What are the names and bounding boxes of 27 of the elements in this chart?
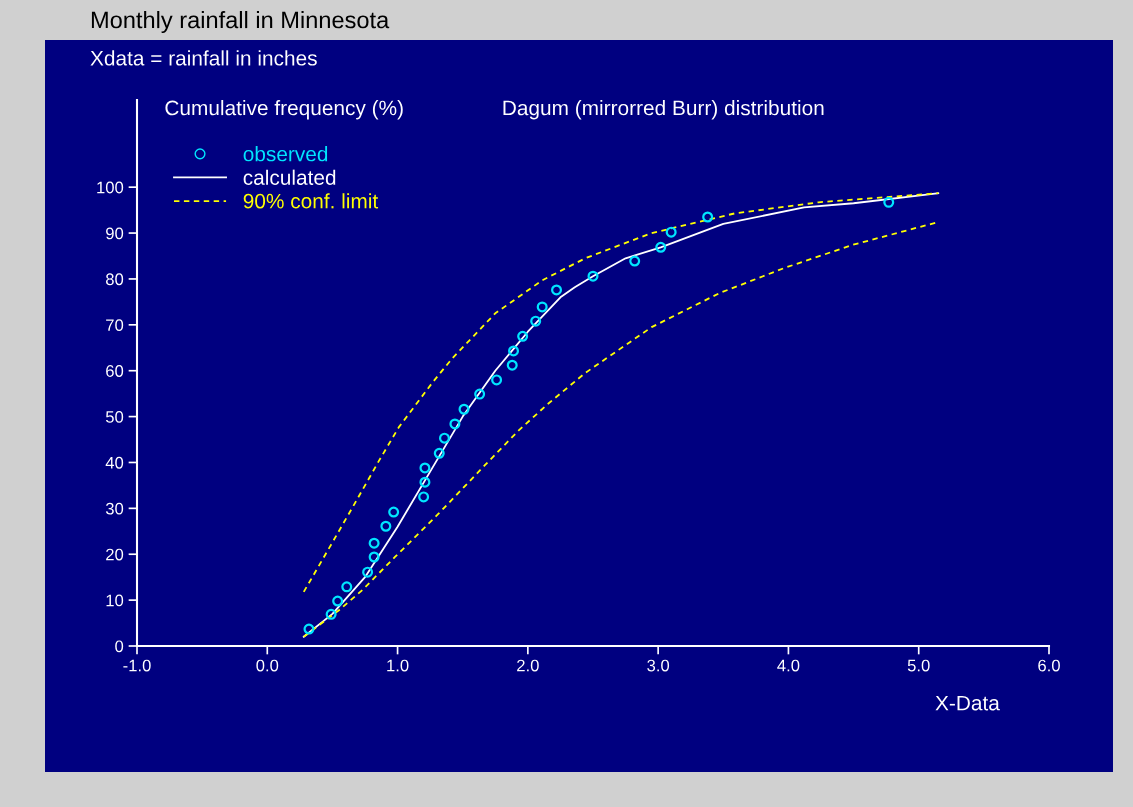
- y-tick-label: 0: [115, 640, 124, 653]
- chart-title: Monthly rainfall in Minnesota: [91, 11, 390, 34]
- y-tick-label: 90: [106, 227, 124, 240]
- y-tick-label: 50: [105, 410, 124, 423]
- x-tick-label: 2.0: [517, 659, 539, 672]
- y-tick-label: 70: [106, 319, 124, 332]
- x-tick-label: 3.0: [647, 659, 670, 672]
- y-tick-label: 60: [106, 365, 124, 377]
- annotation: Dagum (mirrorred Burr) distribution: [503, 100, 824, 120]
- chart-subtitle: Xdata = rainfall in inches: [90, 50, 317, 66]
- y-tick-label: 80: [105, 273, 124, 286]
- x-tick-label: 1.0: [387, 659, 409, 672]
- x-tick-label: -1.0: [123, 659, 151, 672]
- y-tick-label: 20: [106, 548, 124, 561]
- y-tick-label: 30: [105, 502, 124, 515]
- x-tick-label: 6.0: [1038, 659, 1060, 672]
- x-axis-title: X-Data: [935, 695, 1000, 711]
- legend-label: 90% conf. limit: [243, 193, 379, 209]
- y-axis-title: Cumulative frequency (%): [165, 100, 403, 120]
- x-tick-label: 5.0: [907, 659, 930, 672]
- x-tick-label: 4.0: [777, 659, 800, 672]
- y-tick-label: 10: [106, 594, 124, 607]
- y-tick-label: 40: [105, 456, 124, 469]
- y-tick-label: 100: [97, 181, 124, 194]
- x-tick-label: 0.0: [256, 659, 279, 672]
- legend-label: calculated: [243, 169, 336, 185]
- legend-label: observed: [243, 146, 328, 162]
